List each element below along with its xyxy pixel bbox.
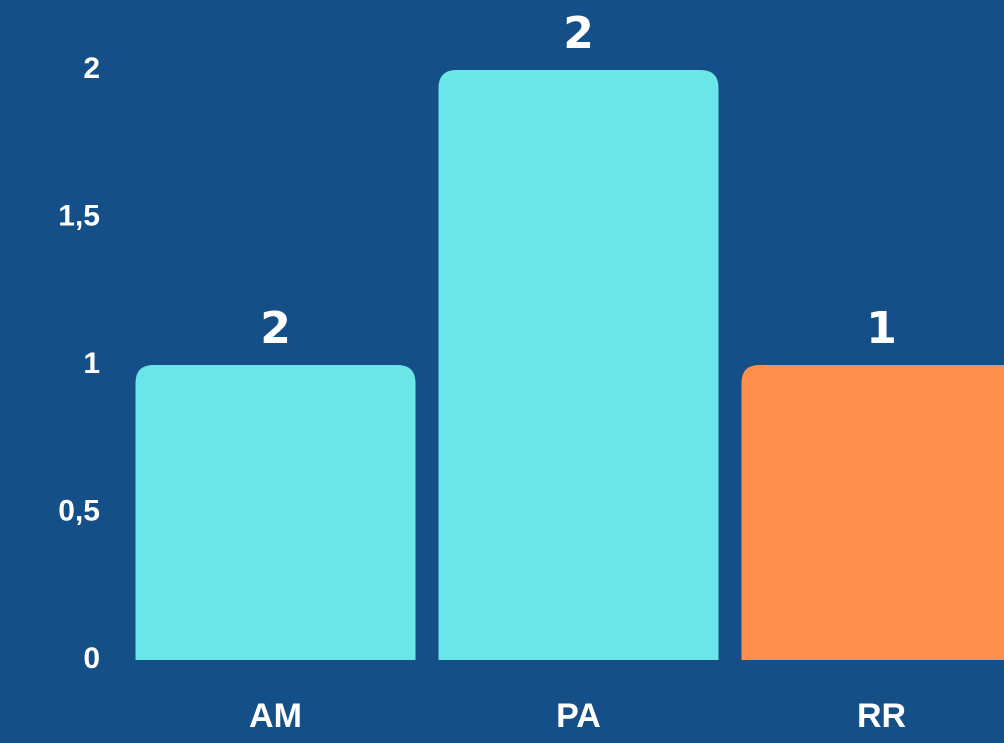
- x-tick-label: RR: [857, 697, 906, 735]
- value-label: 2: [260, 303, 291, 354]
- bar: [135, 365, 416, 660]
- value-label: 1: [866, 303, 897, 354]
- y-tick-label: 2: [83, 52, 100, 85]
- y-tick-label: 0: [83, 642, 100, 675]
- x-tick-label: PA: [556, 697, 601, 735]
- x-tick-label: AM: [249, 697, 302, 735]
- y-tick-label: 1,5: [58, 199, 100, 232]
- bar: [438, 70, 719, 660]
- y-tick-label: 1: [83, 347, 100, 380]
- value-label: 2: [563, 8, 594, 59]
- bar: [741, 365, 1004, 660]
- y-tick-label: 0,5: [58, 494, 100, 527]
